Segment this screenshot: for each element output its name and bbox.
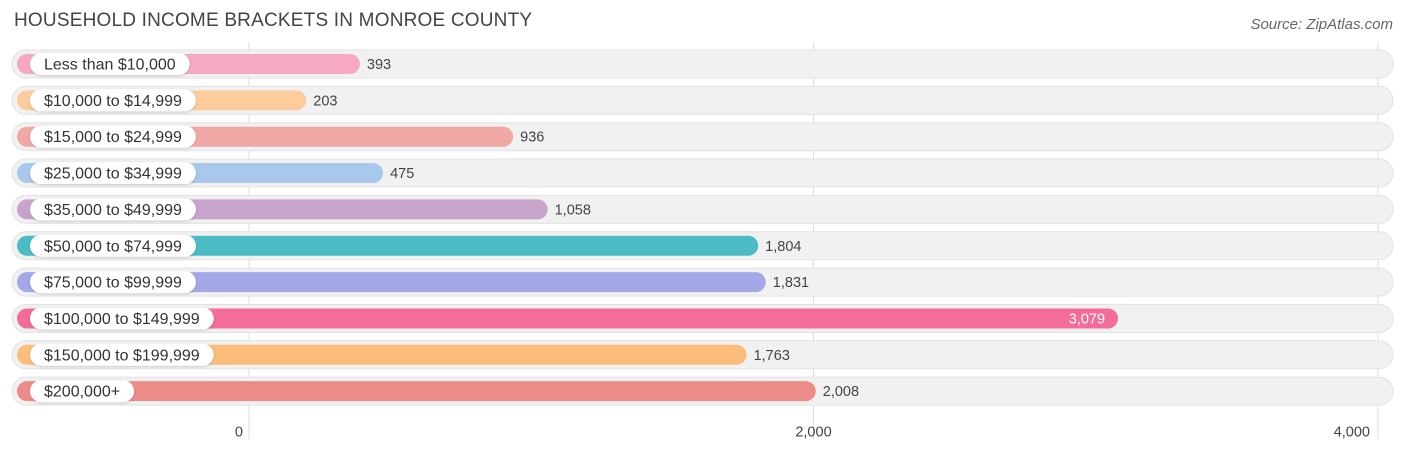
value-label: 203: [313, 93, 337, 109]
chart-source: Source: ZipAtlas.com: [1250, 16, 1393, 33]
category-label-pill: [30, 162, 196, 185]
x-tick-label: 0: [235, 425, 243, 441]
category-label-pill: [30, 125, 196, 148]
category-label: $150,000 to $199,999: [44, 347, 200, 364]
bar-row: $25,000 to $34,999 475: [11, 158, 1394, 188]
category-label: $50,000 to $74,999: [44, 238, 182, 255]
category-label: $75,000 to $99,999: [44, 275, 182, 292]
x-tick-label: 2,000: [795, 425, 831, 441]
bar: [17, 308, 1119, 329]
category-label-pill: [30, 89, 196, 112]
value-label: 1,804: [765, 239, 801, 255]
row-track: [11, 49, 1394, 79]
category-label: $100,000 to $149,999: [44, 311, 200, 328]
category-label-pill: [30, 53, 190, 75]
value-label: 936: [520, 130, 544, 146]
row-track: [11, 85, 1394, 115]
value-label: 1,058: [555, 202, 591, 218]
bar: [17, 235, 759, 256]
value-label: 3,079: [1069, 311, 1105, 327]
x-tick-label: 4,000: [1334, 425, 1370, 441]
category-label-pill: [30, 380, 135, 403]
category-label: $10,000 to $14,999: [44, 93, 182, 110]
category-label-pill: [30, 198, 196, 221]
category-label-pill: [30, 307, 214, 330]
chart-title: HOUSEHOLD INCOME BRACKETS IN MONROE COUN…: [14, 10, 533, 31]
bar-row: $150,000 to $199,999 1,763: [11, 340, 1394, 370]
value-label: 393: [367, 57, 391, 73]
value-label: 1,831: [773, 275, 809, 291]
bar-row: $10,000 to $14,999 203: [11, 85, 1394, 115]
category-label: $15,000 to $24,999: [44, 129, 182, 146]
value-label: 1,763: [754, 348, 790, 364]
bar-row: Less than $10,000 393: [11, 49, 1394, 79]
category-label: Less than $10,000: [44, 57, 176, 74]
category-label-pill: [30, 234, 196, 257]
bar: [17, 272, 766, 293]
category-label-pill: [30, 343, 214, 366]
category-label: $200,000+: [44, 384, 120, 401]
value-label: 475: [390, 166, 414, 182]
bar: [17, 381, 816, 402]
value-label: 2,008: [823, 384, 859, 400]
bar-row: $35,000 to $49,999 1,058: [11, 194, 1394, 224]
bar-row: $50,000 to $74,999 1,804: [11, 231, 1394, 261]
category-label: $25,000 to $34,999: [44, 166, 182, 183]
bar-row: $100,000 to $149,999 3,079: [11, 303, 1394, 333]
bar-row: $15,000 to $24,999 936: [11, 122, 1394, 152]
bar-row: $200,000+ 2,008: [11, 376, 1394, 406]
category-label-pill: [30, 271, 196, 294]
bar-row: $75,000 to $99,999 1,831: [11, 267, 1394, 297]
category-label: $35,000 to $49,999: [44, 202, 182, 219]
